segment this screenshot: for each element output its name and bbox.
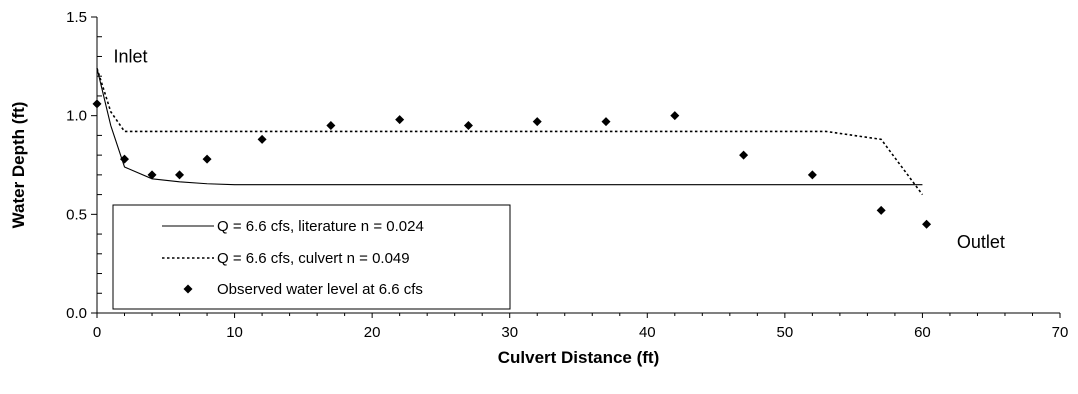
observed-point bbox=[922, 219, 932, 229]
ticks: 0 10 20 30 40 50 60 70 0.0 0.5 1.0 1.5 bbox=[66, 9, 1068, 341]
legend-label: Q = 6.6 cfs, culvert n = 0.049 bbox=[217, 250, 410, 267]
x-tick-label: 60 bbox=[914, 324, 931, 341]
observed-point bbox=[175, 170, 185, 180]
x-tick-label: 10 bbox=[226, 324, 243, 341]
y-tick-label: 0.0 bbox=[66, 305, 87, 322]
legend: Q = 6.6 cfs, literature n = 0.024 Q = 6.6… bbox=[112, 204, 511, 310]
legend-label: Observed water level at 6.6 cfs bbox=[217, 281, 423, 298]
axes bbox=[96, 17, 1060, 314]
observed-point bbox=[739, 150, 749, 160]
observed-point bbox=[876, 205, 886, 215]
x-tick-label: 0 bbox=[93, 324, 101, 341]
observed-point bbox=[202, 154, 212, 164]
x-tick-label: 20 bbox=[364, 324, 381, 341]
x-tick-label: 30 bbox=[501, 324, 518, 341]
observed-point bbox=[92, 99, 102, 109]
literature-n-line bbox=[96, 68, 923, 186]
annotations: Inlet Outlet bbox=[114, 46, 1005, 251]
observed-point bbox=[147, 170, 157, 180]
observed-point bbox=[601, 117, 611, 127]
y-axis-title: Water Depth (ft) bbox=[9, 102, 28, 229]
observed-point bbox=[807, 170, 817, 180]
legend-box bbox=[112, 204, 511, 310]
x-tick-label: 70 bbox=[1052, 324, 1069, 341]
y-tick-label: 0.5 bbox=[66, 206, 87, 223]
culvert-n-line bbox=[96, 68, 924, 196]
series-layer bbox=[92, 68, 932, 229]
x-tick-label: 50 bbox=[777, 324, 794, 341]
y-tick-label: 1.5 bbox=[66, 9, 87, 26]
legend-marker bbox=[183, 284, 193, 294]
observed-point bbox=[463, 121, 473, 131]
y-tick-label: 1.0 bbox=[66, 108, 87, 125]
inlet-annotation: Inlet bbox=[114, 46, 148, 66]
legend-label: Q = 6.6 cfs, literature n = 0.024 bbox=[217, 218, 424, 235]
observed-point bbox=[120, 154, 130, 164]
observed-point bbox=[532, 117, 542, 127]
x-axis-title: Culvert Distance (ft) bbox=[498, 348, 660, 367]
observed-point bbox=[257, 134, 267, 144]
observed-point bbox=[395, 115, 405, 125]
x-tick-label: 40 bbox=[639, 324, 656, 341]
observed-point bbox=[326, 121, 336, 131]
observed-point bbox=[670, 111, 680, 121]
outlet-annotation: Outlet bbox=[957, 232, 1005, 252]
